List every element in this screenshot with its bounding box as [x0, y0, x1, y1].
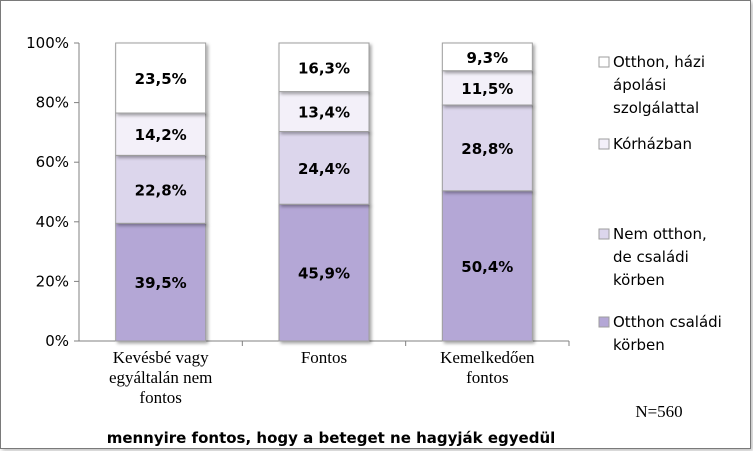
sample-size-note: N=560: [635, 402, 682, 421]
legend-entry: Nem otthon, de családi körben: [613, 225, 707, 289]
data-label: 50,4%: [461, 258, 513, 276]
bar-segment: [278, 91, 370, 133]
data-labels: 39,5% 22,8% 14,2% 23,5% 45,9% 24,4% 13,4% 16,3%…: [135, 49, 514, 292]
bar-segment: [115, 112, 207, 156]
legend: Otthon, házi ápolási szolgálattal Kórházban…: [598, 53, 722, 354]
data-label: 23,5%: [135, 70, 187, 88]
bar-segment: [441, 190, 533, 342]
y-tick-label: 0%: [45, 332, 69, 350]
y-tick-label: 100%: [26, 34, 69, 52]
data-label: 22,8%: [135, 181, 187, 199]
data-label: 14,2%: [135, 126, 187, 144]
bar-segment: [278, 203, 370, 342]
legend-swatch: [598, 56, 610, 68]
category-label: Kemelkedően fontos: [440, 348, 535, 387]
bar-segment: [115, 154, 207, 224]
bar-segment: [278, 131, 370, 205]
y-tick-label: 80%: [36, 94, 69, 112]
data-label: 45,9%: [298, 265, 350, 283]
y-tick-label: 60%: [36, 153, 69, 171]
y-tick-label: 40%: [36, 213, 69, 231]
bar-segment: [278, 42, 370, 93]
data-label: 13,4%: [298, 104, 350, 122]
y-tick-label: 20%: [36, 272, 69, 290]
data-label: 28,8%: [461, 140, 513, 158]
data-label: 11,5%: [461, 80, 513, 98]
bars: [115, 42, 533, 342]
axes: 0% 20% 40% 60% 80% 100% Kevésbé vagy egyáltalán…: [26, 34, 570, 407]
category-label: Fontos: [301, 348, 347, 367]
bar-segment: [115, 42, 207, 114]
legend-swatch: [598, 138, 610, 150]
category-label: Kevésbé vagy egyáltalán nem fontos: [109, 348, 212, 407]
legend-entry: Otthon családi körben: [613, 313, 722, 354]
data-label: 16,3%: [298, 59, 350, 77]
x-axis-title: mennyire fontos, hogy a beteget ne hagyj…: [107, 429, 556, 447]
legend-entry: Kórházban: [613, 135, 692, 153]
legend-entry: Otthon, házi ápolási szolgálattal: [613, 53, 705, 117]
bar-segment: [441, 70, 533, 106]
data-label: 24,4%: [298, 160, 350, 178]
legend-swatch: [598, 316, 610, 328]
bar-segment: [441, 104, 533, 192]
data-label: 9,3%: [467, 49, 509, 67]
legend-swatch: [598, 228, 610, 240]
bar-segment: [115, 222, 207, 342]
bar-segment: [441, 42, 533, 72]
data-label: 39,5%: [135, 274, 187, 292]
